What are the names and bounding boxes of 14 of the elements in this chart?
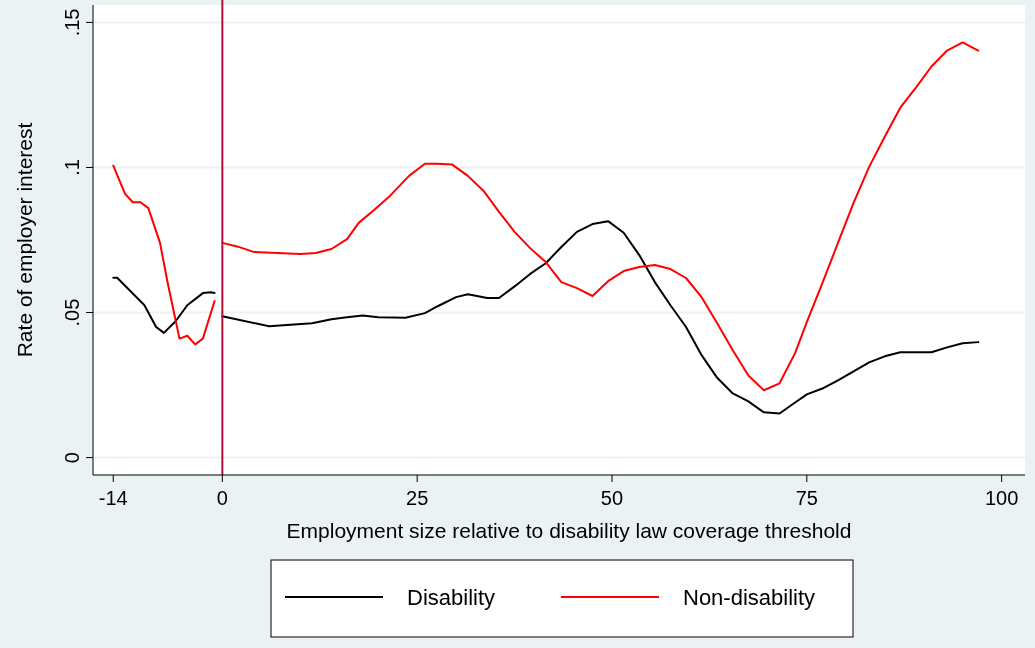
y-axis-title: Rate of employer interest <box>13 122 36 358</box>
x-tick-label: 25 <box>406 487 429 509</box>
legend-label: Non-disability <box>683 585 816 610</box>
x-tick-label: 75 <box>795 487 818 509</box>
x-tick-label: 0 <box>216 487 228 509</box>
x-tick-label: 100 <box>984 487 1019 509</box>
legend-label: Disability <box>407 585 496 610</box>
x-axis-title: Employment size relative to disability law coverage threshold <box>286 519 852 542</box>
x-tick-label: -14 <box>98 487 128 509</box>
y-tick-label: .15 <box>61 8 83 37</box>
y-tick-label: 0 <box>61 452 83 464</box>
x-tick-label: 50 <box>600 487 624 509</box>
y-tick-label: .1 <box>61 159 83 176</box>
y-tick-label: .05 <box>61 298 83 327</box>
